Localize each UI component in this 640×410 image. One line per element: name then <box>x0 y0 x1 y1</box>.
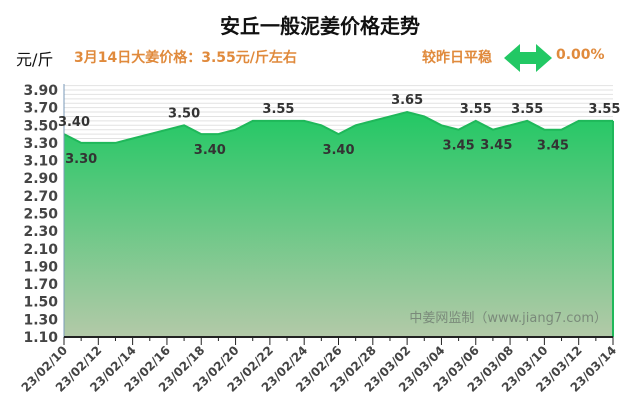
data-label: 3.45 <box>443 139 475 154</box>
y-tick-label: 2.10 <box>23 242 58 258</box>
data-label: 3.55 <box>511 102 543 117</box>
y-tick-label: 1.30 <box>23 312 58 328</box>
y-tick-label: 3.70 <box>23 101 58 117</box>
today-price: 3月14日大姜价格：3.55元/斤左右 <box>74 50 297 66</box>
double-arrow-icon <box>504 44 552 72</box>
data-label: 3.30 <box>65 152 97 167</box>
y-tick-label: 3.90 <box>23 83 58 99</box>
data-label: 3.50 <box>168 106 200 121</box>
y-tick-label: 2.30 <box>23 224 58 240</box>
change-percent: 0.00% <box>556 47 605 63</box>
data-label: 3.40 <box>58 115 90 130</box>
data-label: 3.55 <box>588 102 620 117</box>
y-tick-label: 2.50 <box>23 207 58 223</box>
unit-label: 元/斤 <box>16 50 54 69</box>
y-tick-label: 2.70 <box>23 189 58 205</box>
data-label: 3.55 <box>460 102 492 117</box>
price-line <box>63 111 613 144</box>
y-tick-label: 2.90 <box>23 171 58 187</box>
data-label: 3.40 <box>322 143 354 158</box>
data-label: 3.40 <box>194 143 226 158</box>
y-tick-label: 1.50 <box>23 295 58 311</box>
y-tick-label: 3.10 <box>23 154 58 170</box>
y-tick-label: 3.30 <box>23 136 58 152</box>
price-area <box>64 112 613 337</box>
y-tick-label: 1.70 <box>23 277 58 293</box>
y-tick-label: 1.90 <box>23 259 58 275</box>
data-label: 3.45 <box>537 139 569 154</box>
y-tick-label: 3.50 <box>23 118 58 134</box>
y-tick-label: 1.10 <box>23 330 58 346</box>
watermark: 中姜网监制（www.jiang7.com） <box>409 311 607 326</box>
chart-title: 安丘一般泥姜价格走势 <box>220 14 420 38</box>
data-label: 3.45 <box>480 138 512 153</box>
compare-label: 较昨日平稳 <box>422 50 492 66</box>
data-label: 3.55 <box>262 102 294 117</box>
data-label: 3.65 <box>391 93 423 108</box>
